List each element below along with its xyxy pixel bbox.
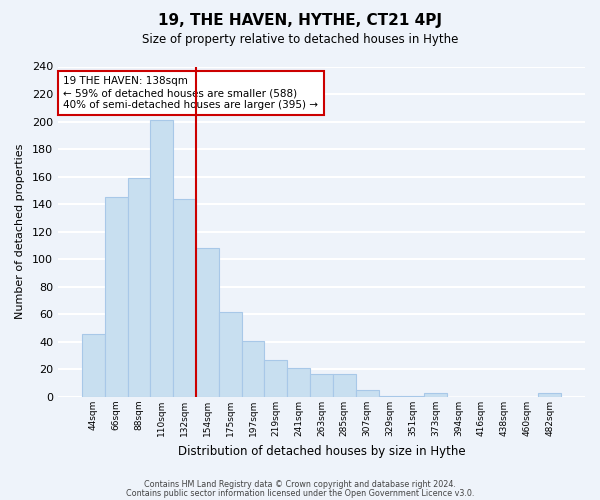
Text: Contains HM Land Registry data © Crown copyright and database right 2024.: Contains HM Land Registry data © Crown c…	[144, 480, 456, 489]
Y-axis label: Number of detached properties: Number of detached properties	[15, 144, 25, 320]
X-axis label: Distribution of detached houses by size in Hythe: Distribution of detached houses by size …	[178, 444, 466, 458]
Bar	[356, 390, 379, 397]
Text: 19 THE HAVEN: 138sqm
← 59% of detached houses are smaller (588)
40% of semi-deta: 19 THE HAVEN: 138sqm ← 59% of detached h…	[64, 76, 319, 110]
Bar	[196, 248, 219, 397]
Bar	[128, 178, 151, 397]
Bar	[173, 198, 196, 397]
Text: 19, THE HAVEN, HYTHE, CT21 4PJ: 19, THE HAVEN, HYTHE, CT21 4PJ	[158, 12, 442, 28]
Bar	[265, 360, 287, 397]
Bar	[333, 374, 356, 397]
Bar	[105, 198, 128, 397]
Text: Size of property relative to detached houses in Hythe: Size of property relative to detached ho…	[142, 32, 458, 46]
Bar	[379, 396, 401, 397]
Bar	[82, 334, 105, 397]
Bar	[424, 393, 447, 397]
Text: Contains public sector information licensed under the Open Government Licence v3: Contains public sector information licen…	[126, 488, 474, 498]
Bar	[287, 368, 310, 397]
Bar	[219, 312, 242, 397]
Bar	[401, 396, 424, 397]
Bar	[151, 120, 173, 397]
Bar	[310, 374, 333, 397]
Bar	[242, 340, 265, 397]
Bar	[538, 393, 561, 397]
